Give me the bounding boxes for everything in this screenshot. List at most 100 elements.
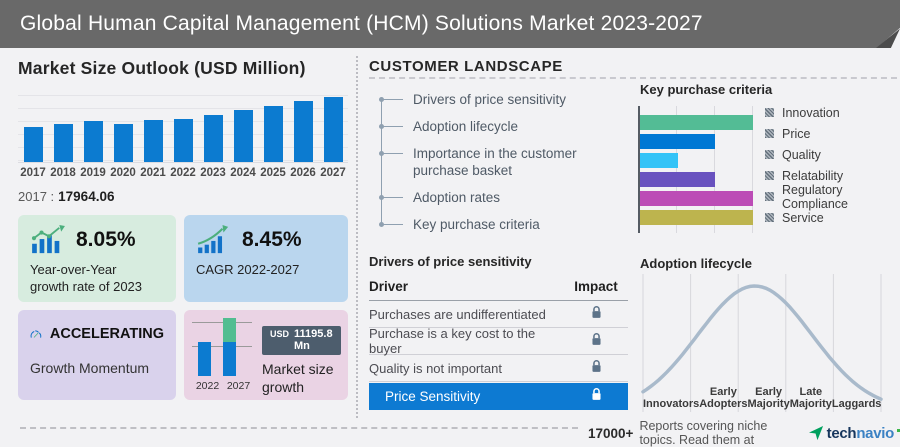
stage-label-early-adopters: Early Adopters xyxy=(699,385,748,411)
year-tick-label: 2017 xyxy=(20,167,46,179)
yoy-value: 8.05% xyxy=(76,228,136,251)
year-tick-label: 2024 xyxy=(230,167,256,179)
landscape-item-adoption-lifecycle: Adoption lifecycle xyxy=(369,118,628,135)
key-purchase-criteria-legend: Innovation Price Quality Relatability Regula… xyxy=(765,102,900,228)
lock-icon xyxy=(591,388,601,400)
table-header: Driver Impact xyxy=(369,279,628,301)
y-axis-line xyxy=(638,106,640,233)
bell-curve xyxy=(641,284,883,401)
kpc-bar-innovation xyxy=(640,115,753,130)
footer-text: Reports covering niche topics. Read them… xyxy=(639,419,768,447)
legend-item-service: Service xyxy=(765,207,900,228)
legend-item-quality: Quality xyxy=(765,144,900,165)
kpc-bar-row xyxy=(640,134,753,149)
legend-item-regulatory-compliance: Regulatory Compliance xyxy=(765,183,900,211)
market-size-bar-2018 xyxy=(53,124,73,162)
market-size-growth-label: Market size growth xyxy=(262,361,334,395)
market-size-bar-2019 xyxy=(83,121,103,162)
base-year-value: 17964.06 xyxy=(58,189,115,204)
mini-bar-2027-increment xyxy=(223,318,236,342)
bar-slot xyxy=(288,95,318,162)
mini-gridline-top xyxy=(192,322,252,323)
technavio-logo: tech navio xyxy=(808,425,900,442)
driver-label: Purchases are undifferentiated xyxy=(369,306,546,322)
stage-label-laggards: Laggards xyxy=(831,398,882,411)
legend-label: Regulatory Compliance xyxy=(782,182,849,211)
page-title: Global Human Capital Management (HCM) So… xyxy=(20,12,703,35)
market-size-bar-2020 xyxy=(113,123,133,162)
landscape-item-drivers-of-price-sensitivity: Drivers of price sensitivity xyxy=(369,91,628,108)
base-year-label: 2017 : xyxy=(18,189,55,204)
header-banner: Global Human Capital Management (HCM) So… xyxy=(0,0,900,48)
bar-slot xyxy=(108,95,138,162)
market-size-bar-chart xyxy=(18,95,348,163)
kpc-bar-service xyxy=(640,210,753,225)
impact-cell xyxy=(564,305,628,324)
gridline xyxy=(676,106,677,233)
report-count: 17000+ xyxy=(588,425,634,441)
adoption-lifecycle-title: Adoption lifecycle xyxy=(640,256,752,271)
legend-marker-icon xyxy=(765,171,774,180)
vertical-dotted-separator xyxy=(356,56,358,418)
bar-slot xyxy=(138,95,168,162)
customer-landscape-panel: CUSTOMER LANDSCAPE Drivers of price sens… xyxy=(369,58,628,410)
base-year-note: 2017 :17964.06 xyxy=(18,189,348,204)
driver-column-header: Driver xyxy=(369,279,409,294)
cagr-card: 8.45% CAGR 2022-2027 xyxy=(184,215,348,302)
landscape-item-label: Drivers of price sensitivity xyxy=(413,92,567,107)
cagr-label: CAGR 2022-2027 xyxy=(196,262,300,277)
impact-cell xyxy=(566,332,628,351)
landscape-item-label: Key purchase criteria xyxy=(413,217,540,232)
technavio-arrow-icon xyxy=(808,425,823,440)
market-size-x-axis: 2017 2018 2019 2020 2021 2022 2023 2024 2025 2026… xyxy=(18,167,348,179)
stat-cards: 8.05% Year-over-Year growth rate of 2023… xyxy=(18,215,348,400)
lock-icon xyxy=(591,305,601,318)
kpc-bar-row xyxy=(640,172,753,187)
market-size-bar-2027 xyxy=(323,96,343,162)
key-purchase-criteria-chart xyxy=(638,106,753,233)
landscape-item-importance-in-the-customer-purchase-basket: Importance in the customer purchase bask… xyxy=(369,145,628,179)
market-size-bar-2024 xyxy=(233,109,253,162)
market-size-bar-2025 xyxy=(263,106,283,162)
legend-marker-icon xyxy=(765,129,774,138)
year-tick-label: 2022 xyxy=(170,167,196,179)
bar-slot xyxy=(228,95,258,162)
legend-marker-icon xyxy=(765,192,774,201)
kpc-bar-relatability xyxy=(640,172,716,187)
year-tick-label: 2023 xyxy=(200,167,226,179)
kpc-bar-row xyxy=(640,153,753,168)
incremental-growth-mini-chart: 2022 2027 xyxy=(192,318,254,392)
key-purchase-criteria-title: Key purchase criteria xyxy=(640,82,773,97)
footer: 17000+ Reports covering niche topics. Re… xyxy=(588,419,900,447)
bar-slot xyxy=(18,95,48,162)
bar-growth-icon xyxy=(31,225,65,254)
hbar-series xyxy=(640,115,753,229)
landscape-item-label: Importance in the customer purchase bask… xyxy=(413,146,577,178)
yoy-label: Year-over-Year growth rate of 2023 xyxy=(30,262,143,294)
price-sensitivity-highlight-row: Price Sensitivity xyxy=(369,383,628,410)
year-tick-label: 2027 xyxy=(320,167,346,179)
lock-icon xyxy=(591,359,601,372)
incremental-value-badge: USD 11195.8 Mn xyxy=(262,326,341,355)
year-tick-label: 2019 xyxy=(80,167,106,179)
legend-label: Innovation xyxy=(782,105,840,120)
year-tick-label: 2021 xyxy=(140,167,166,179)
gridline xyxy=(714,106,715,233)
legend-label: Service xyxy=(782,210,824,225)
bell-curve-svg xyxy=(641,274,883,412)
mini-chart-years: 2022 2027 xyxy=(195,380,251,392)
price-sensitivity-table: Drivers of price sensitivity Driver Impa… xyxy=(369,254,628,410)
market-size-title: Market Size Outlook (USD Million) xyxy=(18,58,306,78)
year-tick-label: 2026 xyxy=(290,167,316,179)
legend-marker-icon xyxy=(765,150,774,159)
lock-icon xyxy=(564,387,628,406)
price-sensitivity-title: Drivers of price sensitivity xyxy=(369,254,532,269)
bar-slot xyxy=(168,95,198,162)
legend-item-innovation: Innovation xyxy=(765,102,900,123)
driver-row-purchase-is-a-key-cost-to-the-buyer: Purchase is a key cost to the buyer xyxy=(369,326,628,356)
bar-slot xyxy=(198,95,228,162)
legend-marker-icon xyxy=(765,213,774,222)
driver-row-purchases-are-undifferentiated: Purchases are undifferentiated xyxy=(369,301,628,328)
customer-landscape-list: Drivers of price sensitivity Adoption lif… xyxy=(369,91,628,233)
legend-label: Price xyxy=(782,126,811,141)
